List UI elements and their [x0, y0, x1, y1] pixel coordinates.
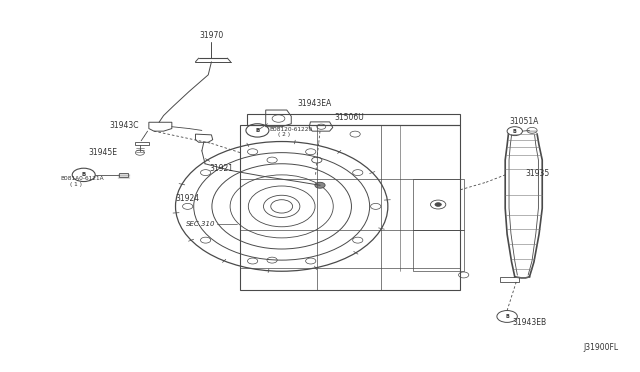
Bar [413, 231, 464, 271]
Text: 31943EA: 31943EA [298, 99, 332, 108]
Text: SEC.310: SEC.310 [186, 221, 216, 227]
Text: B: B [505, 314, 509, 319]
Text: B08120-61220: B08120-61220 [269, 127, 312, 132]
Bar [240, 125, 461, 290]
Text: ( 1 ): ( 1 ) [70, 182, 82, 187]
Text: B081A0-6121A: B081A0-6121A [60, 176, 104, 182]
Text: B: B [255, 128, 260, 133]
Text: 31935: 31935 [525, 169, 549, 177]
Bar [119, 173, 128, 177]
Circle shape [315, 182, 325, 188]
Text: B: B [81, 172, 86, 177]
Text: 31945E: 31945E [88, 148, 117, 157]
Bar [413, 179, 464, 231]
Text: 31506U: 31506U [335, 113, 364, 122]
Text: ( 2 ): ( 2 ) [278, 132, 291, 137]
Text: 31943EB: 31943EB [513, 318, 547, 327]
Text: J31900FL: J31900FL [584, 343, 618, 352]
Bar [500, 277, 519, 282]
Text: B: B [513, 129, 516, 134]
Text: 31943C: 31943C [109, 121, 139, 130]
Bar [135, 141, 149, 145]
Circle shape [435, 203, 442, 206]
Text: 31051A: 31051A [509, 117, 539, 126]
Text: 31921: 31921 [209, 164, 233, 173]
Text: 31970: 31970 [199, 31, 223, 41]
Text: 31924: 31924 [175, 195, 199, 203]
